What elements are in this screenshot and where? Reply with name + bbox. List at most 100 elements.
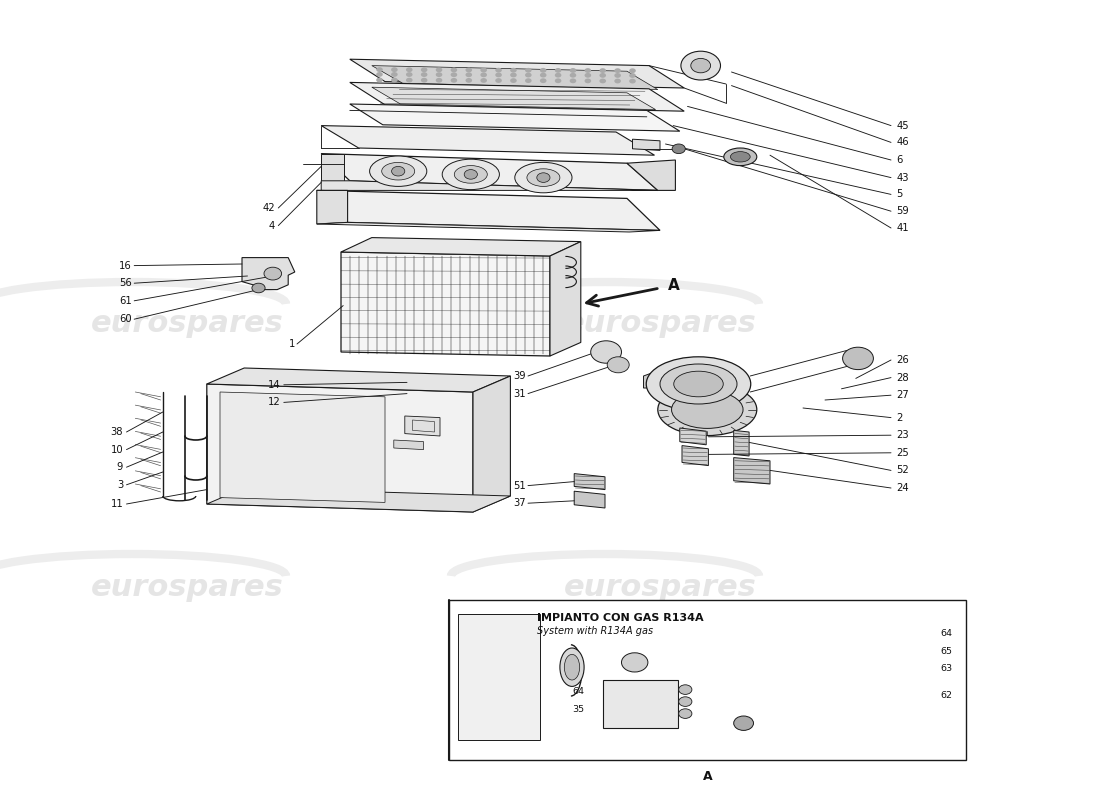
- Polygon shape: [317, 190, 348, 224]
- Circle shape: [540, 73, 547, 78]
- Text: 42: 42: [263, 203, 275, 213]
- Circle shape: [691, 58, 711, 73]
- Circle shape: [510, 78, 517, 83]
- Polygon shape: [458, 614, 540, 740]
- Circle shape: [584, 78, 591, 83]
- Ellipse shape: [671, 391, 744, 429]
- Text: eurospares: eurospares: [90, 574, 284, 602]
- Ellipse shape: [527, 169, 560, 186]
- Polygon shape: [350, 82, 684, 111]
- Polygon shape: [207, 368, 510, 392]
- Circle shape: [843, 347, 873, 370]
- Text: 43: 43: [896, 173, 909, 182]
- Ellipse shape: [660, 364, 737, 404]
- Circle shape: [451, 72, 458, 77]
- Circle shape: [264, 267, 282, 280]
- Circle shape: [392, 72, 398, 77]
- Polygon shape: [372, 87, 656, 110]
- Circle shape: [406, 67, 412, 72]
- Polygon shape: [207, 384, 473, 512]
- Polygon shape: [220, 392, 385, 502]
- Polygon shape: [372, 66, 658, 90]
- Ellipse shape: [382, 162, 415, 180]
- Polygon shape: [550, 242, 581, 356]
- Ellipse shape: [724, 148, 757, 166]
- Text: 4: 4: [268, 221, 275, 230]
- Polygon shape: [632, 139, 660, 150]
- Polygon shape: [405, 416, 440, 436]
- Polygon shape: [317, 190, 660, 230]
- Circle shape: [540, 68, 547, 73]
- Circle shape: [621, 653, 648, 672]
- Circle shape: [406, 72, 412, 77]
- Polygon shape: [644, 368, 666, 388]
- Circle shape: [629, 68, 636, 73]
- Circle shape: [376, 67, 383, 72]
- Circle shape: [376, 78, 383, 82]
- Polygon shape: [734, 430, 749, 456]
- Text: 3: 3: [117, 480, 123, 490]
- Polygon shape: [242, 258, 295, 290]
- Circle shape: [376, 72, 383, 77]
- Text: eurospares: eurospares: [90, 310, 284, 338]
- Circle shape: [672, 144, 685, 154]
- Text: A: A: [703, 770, 712, 782]
- Circle shape: [614, 78, 620, 83]
- Circle shape: [510, 68, 517, 73]
- Circle shape: [421, 67, 428, 72]
- Circle shape: [481, 68, 487, 73]
- Polygon shape: [734, 458, 770, 484]
- Bar: [603, 680, 678, 728]
- Polygon shape: [574, 491, 605, 508]
- Text: A: A: [668, 278, 680, 293]
- Text: 12: 12: [267, 398, 280, 407]
- Text: 41: 41: [896, 223, 909, 233]
- Circle shape: [252, 283, 265, 293]
- Circle shape: [436, 78, 442, 82]
- Text: 39: 39: [514, 371, 526, 381]
- Circle shape: [600, 68, 606, 73]
- Circle shape: [554, 68, 561, 73]
- Polygon shape: [321, 154, 658, 190]
- Bar: [449, 600, 966, 760]
- Text: 27: 27: [896, 390, 910, 400]
- Text: 1: 1: [288, 339, 295, 349]
- Text: 64: 64: [572, 686, 584, 696]
- Text: IMPIANTO CON GAS R134A: IMPIANTO CON GAS R134A: [537, 613, 703, 622]
- Polygon shape: [350, 104, 680, 131]
- Text: 46: 46: [896, 138, 909, 147]
- Circle shape: [570, 68, 576, 73]
- Circle shape: [525, 78, 531, 83]
- Circle shape: [554, 73, 561, 78]
- Ellipse shape: [658, 383, 757, 435]
- Circle shape: [591, 341, 622, 363]
- Text: 23: 23: [896, 430, 909, 440]
- Text: 9: 9: [117, 462, 123, 472]
- Text: 56: 56: [119, 278, 132, 288]
- Circle shape: [495, 73, 502, 78]
- Circle shape: [679, 709, 692, 718]
- Circle shape: [436, 67, 442, 72]
- Circle shape: [734, 716, 754, 730]
- Text: 61: 61: [119, 296, 132, 306]
- Ellipse shape: [454, 166, 487, 183]
- Text: 64: 64: [940, 629, 953, 638]
- Text: System with R134A gas: System with R134A gas: [537, 626, 653, 637]
- Circle shape: [451, 78, 458, 82]
- Polygon shape: [473, 376, 510, 512]
- Circle shape: [679, 697, 692, 706]
- Polygon shape: [682, 446, 708, 466]
- Ellipse shape: [560, 648, 584, 686]
- Polygon shape: [207, 488, 510, 512]
- Text: 59: 59: [896, 206, 910, 216]
- Text: 28: 28: [896, 373, 909, 382]
- Text: 16: 16: [119, 261, 132, 270]
- Circle shape: [537, 173, 550, 182]
- Circle shape: [540, 78, 547, 83]
- Polygon shape: [407, 378, 444, 390]
- Circle shape: [406, 78, 412, 82]
- Text: 38: 38: [111, 427, 123, 437]
- Circle shape: [465, 78, 472, 82]
- Text: 37: 37: [514, 498, 526, 508]
- Circle shape: [392, 67, 398, 72]
